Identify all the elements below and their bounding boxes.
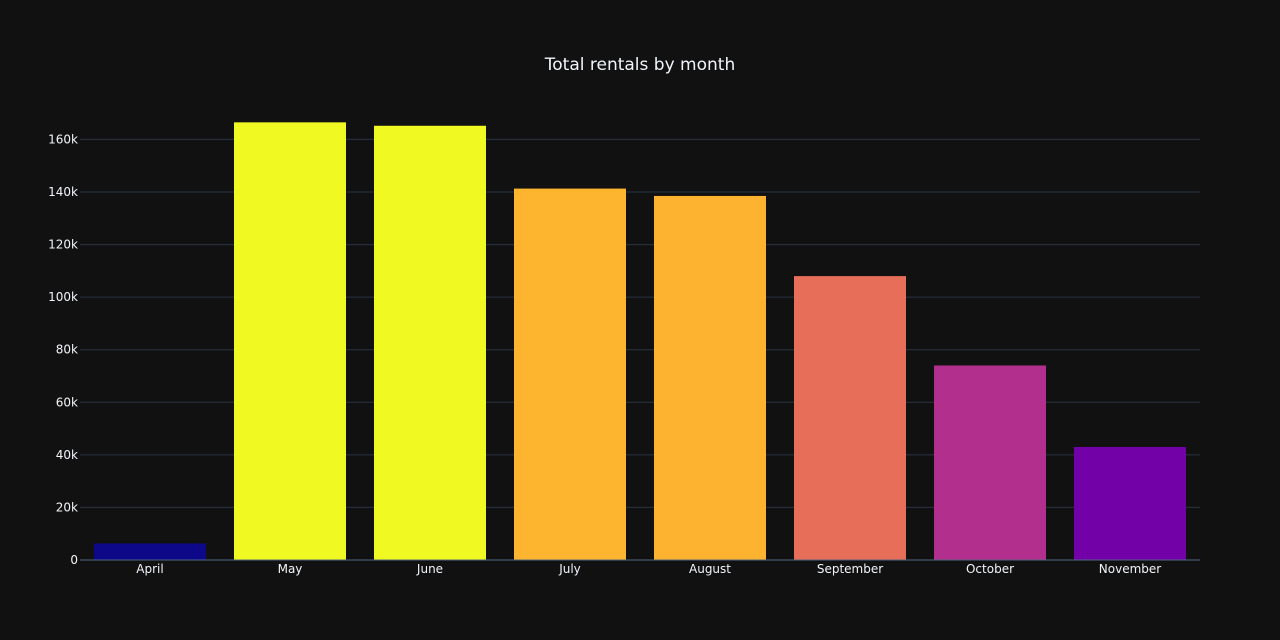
x-tick-label: May: [278, 562, 303, 576]
chart-title: Total rentals by month: [544, 55, 735, 75]
bar-june[interactable]: [374, 125, 486, 560]
x-tick-label: October: [966, 562, 1014, 576]
bars: [80, 122, 1200, 561]
y-tick-label: 100k: [48, 290, 78, 304]
y-tick-label: 40k: [56, 448, 78, 462]
y-tick-label: 160k: [48, 132, 78, 146]
bar-april[interactable]: [94, 543, 206, 560]
y-tick-label: 120k: [48, 238, 78, 252]
bar-july[interactable]: [514, 188, 626, 560]
bar-may[interactable]: [234, 122, 346, 560]
x-tick-label: July: [558, 562, 581, 576]
x-tick-label: April: [136, 562, 163, 576]
bar-september[interactable]: [794, 276, 906, 560]
bar-november[interactable]: [1074, 446, 1186, 560]
bar-october[interactable]: [934, 365, 1046, 560]
y-tick-label: 80k: [56, 343, 78, 357]
x-tick-label: June: [416, 562, 443, 576]
y-tick-label: 20k: [56, 500, 78, 514]
y-axis: 0 20k 40k 60k 80k 100k 120k 140k 160k: [48, 132, 78, 567]
x-axis: April May June July August September October No…: [136, 562, 1161, 576]
x-tick-label: November: [1099, 562, 1161, 576]
bar-august[interactable]: [654, 195, 766, 560]
y-tick-label: 140k: [48, 185, 78, 199]
y-tick-label: 60k: [56, 395, 78, 409]
y-tick-label: 0: [70, 553, 78, 567]
x-tick-label: August: [689, 562, 731, 576]
x-tick-label: September: [817, 562, 883, 576]
